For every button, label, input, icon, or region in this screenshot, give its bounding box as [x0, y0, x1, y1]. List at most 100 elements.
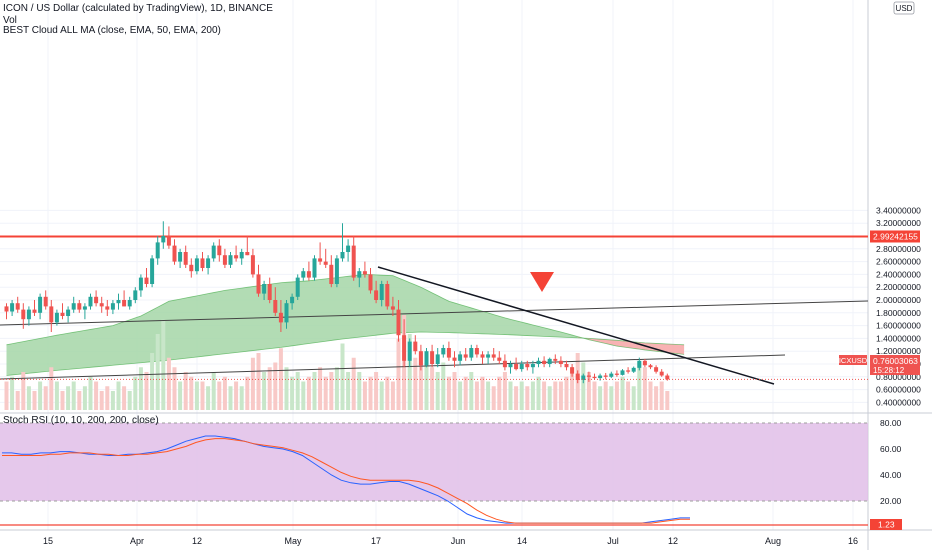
- volume-bar: [458, 381, 463, 410]
- candle-body: [295, 277, 300, 297]
- candle-body: [206, 258, 211, 268]
- candle-body: [138, 277, 143, 291]
- symbol-title: ICON / US Dollar (calculated by TradingV…: [3, 3, 273, 14]
- volume-bar: [94, 381, 99, 410]
- volume-bar: [491, 386, 496, 410]
- volume-bar: [71, 381, 76, 410]
- candle-body: [491, 354, 496, 358]
- volume-bar: [43, 386, 48, 410]
- symbol-badge: ICXUSD: [839, 356, 868, 365]
- volume-bar: [446, 376, 451, 410]
- volume-bar: [390, 381, 395, 410]
- volume-bar: [340, 343, 345, 410]
- candle-body: [665, 375, 670, 380]
- candle-body: [250, 255, 255, 275]
- date-tick-label: 12: [192, 536, 202, 546]
- volume-bar: [228, 386, 233, 410]
- price-tick-label: 3.20000000: [876, 218, 921, 228]
- date-tick-label: 15: [43, 536, 53, 546]
- candle-body: [564, 364, 569, 368]
- volume-bar: [329, 372, 334, 410]
- candle-body: [217, 245, 222, 256]
- candle-body: [49, 306, 54, 323]
- volume-bar: [514, 386, 519, 410]
- candle-body: [15, 303, 20, 310]
- volume-bar: [452, 372, 457, 410]
- candle-body: [334, 258, 339, 284]
- volume-bar: [357, 372, 362, 410]
- sell-signal-triangle: [530, 272, 554, 292]
- candle-body: [122, 300, 127, 307]
- candle-body: [77, 303, 82, 310]
- last-price-label: 0.76003063: [873, 356, 918, 366]
- volume-bar: [463, 376, 468, 410]
- candle-body: [418, 351, 423, 366]
- candle-body: [424, 351, 429, 366]
- candle-body: [525, 364, 530, 368]
- volume-bar: [553, 381, 558, 410]
- volume-bar: [127, 391, 132, 410]
- candle-body: [351, 245, 356, 278]
- candle-body: [116, 300, 121, 304]
- volume-bar: [26, 386, 31, 410]
- volume-bar: [665, 391, 670, 410]
- candle-body: [66, 309, 71, 316]
- volume-bar: [480, 376, 485, 410]
- candle-body: [497, 357, 502, 361]
- candle-body: [105, 306, 110, 310]
- volume-bar: [547, 386, 552, 410]
- volume-bar: [334, 367, 339, 410]
- volume-bar: [133, 376, 138, 410]
- last-price-tag: [870, 355, 920, 375]
- price-tick-label: 2.00000000: [876, 295, 921, 305]
- candle-body: [312, 258, 317, 278]
- candle-body: [446, 348, 451, 358]
- volume-bar: [239, 386, 244, 410]
- stoch-tick-label: 60.00: [880, 444, 902, 454]
- date-tick-label: Jul: [607, 536, 619, 546]
- volume-bar: [49, 367, 54, 410]
- candle-body: [155, 242, 160, 259]
- volume-bar: [396, 338, 401, 410]
- volume-bar: [407, 334, 412, 410]
- volume-bar: [178, 381, 183, 410]
- candle-body: [390, 306, 395, 310]
- price-tick-label: 1.60000000: [876, 321, 921, 331]
- volume-bar: [542, 381, 547, 410]
- candle-body: [570, 367, 575, 374]
- volume-bar: [284, 367, 289, 410]
- volume-bar: [110, 391, 115, 410]
- candle-body: [435, 354, 440, 364]
- volume-bar: [234, 381, 239, 410]
- date-tick-label: Jun: [451, 536, 466, 546]
- volume-bar: [385, 376, 390, 410]
- candle-body: [99, 303, 104, 307]
- date-tick-label: Apr: [130, 536, 144, 546]
- candle-body: [340, 252, 345, 259]
- volume-bar: [368, 376, 373, 410]
- volume-bar: [609, 386, 614, 410]
- volume-bar: [525, 386, 530, 410]
- volume-bar: [469, 372, 474, 410]
- resistance-price-tag: [870, 230, 920, 243]
- countdown-label: 15:28:12: [873, 366, 905, 375]
- price-tick-label: 0.60000000: [876, 385, 921, 395]
- candle-body: [166, 236, 171, 246]
- price-tick-label: 2.60000000: [876, 257, 921, 267]
- volume-label: Vol: [3, 15, 17, 26]
- candle-body: [581, 375, 586, 380]
- candle-body: [402, 335, 407, 361]
- candle-body: [262, 284, 267, 294]
- stoch-value-label: 1.23: [878, 520, 895, 530]
- price-tick-label: 2.20000000: [876, 282, 921, 292]
- volume-bar: [122, 386, 127, 410]
- candle-body: [329, 264, 334, 284]
- candle-body: [626, 370, 631, 372]
- volume-bar: [441, 362, 446, 410]
- volume-bar: [586, 372, 591, 410]
- candle-body: [183, 252, 188, 265]
- volume-bar: [245, 376, 250, 410]
- volume-bar: [642, 367, 647, 410]
